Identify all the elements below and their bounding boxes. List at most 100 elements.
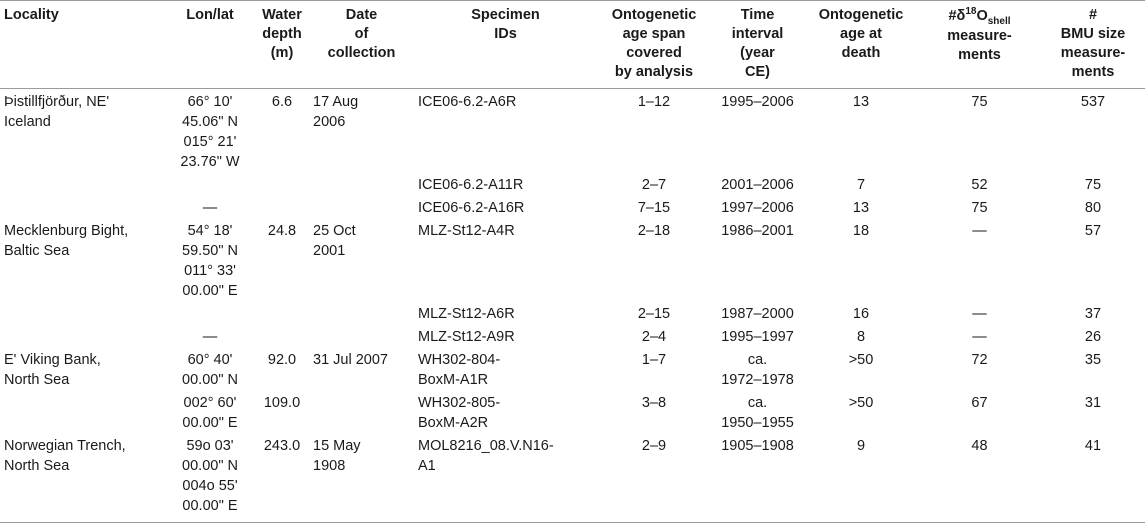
locality-cell (0, 172, 165, 195)
water-depth-cell: 92.0 (267, 352, 297, 368)
specimen-id-cell: ICE06-6.2-A16R (414, 195, 597, 218)
bmu-count-cell: 537 (1080, 94, 1106, 110)
cell-line: MLZ-St12-A9R (418, 329, 515, 345)
header-line: interval (731, 26, 784, 42)
cell-line: MLZ-St12-A4R (418, 223, 515, 239)
d18o-count-cell: — (972, 329, 987, 345)
d18o-count-cell: 67 (971, 395, 988, 411)
cell-line: 1997–2006 (721, 200, 794, 216)
header-line: death (841, 45, 881, 61)
date-cell: 31 Jul 2007 (309, 347, 414, 390)
cell-line: 1908 (313, 458, 346, 474)
lonlat-cell: 54° 18' 59.50" N 011° 33' 00.00" E (165, 218, 255, 301)
ontogenetic-span-cell: 2–9 (597, 433, 711, 523)
cell-line: 011° 33' (184, 263, 236, 279)
cell-line: ICE06-6.2-A6R (418, 94, 517, 110)
water-depth-cell: 243.0 (255, 433, 309, 523)
cell-line: ca. (747, 395, 768, 411)
table-row: ICE06-6.2-A11R 2–7 2001–2006 7 52 75 (0, 172, 1145, 195)
bmu-count-cell: 41 (1041, 433, 1145, 523)
header-line: age span (622, 26, 686, 42)
locality-cell: Þistillfjörður, NE' Iceland (0, 89, 165, 173)
ontogenetic-span-cell: 2–15 (637, 306, 671, 322)
cell-line: 1986–2001 (721, 223, 794, 239)
header-line: collection (327, 45, 396, 61)
lonlat-cell: 66° 10' 45.06" N 015° 21' 23.76" W (165, 89, 255, 173)
lonlat-cell (165, 172, 255, 195)
cell-line: 23.76" W (180, 154, 240, 170)
time-interval-cell: 1995–1997 (711, 324, 804, 347)
bmu-count-cell: 31 (1084, 395, 1102, 411)
header-ontogenetic-span: Ontogenetic age span covered by analysis (597, 0, 711, 89)
lonlat-cell: 002° 60' 00.00" E (165, 390, 255, 433)
date-cell: 25 Oct 2001 (309, 218, 414, 301)
locality-cell (0, 390, 165, 433)
date-cell: 15 May 1908 (309, 433, 414, 523)
bmu-count-cell: 75 (1084, 177, 1102, 193)
time-interval-cell: 1997–2006 (711, 195, 804, 218)
cell-line: 00.00" E (182, 415, 238, 431)
cell-line: 004o 55' (182, 478, 238, 494)
ontogenetic-span-cell: 2–18 (637, 223, 671, 239)
table-row: Mecklenburg Bight, Baltic Sea 54° 18' 59.50… (0, 218, 1145, 301)
cell-line: 17 Aug (313, 94, 359, 110)
header-line: Water (262, 7, 302, 23)
d18o-count-cell: — (972, 223, 987, 239)
cell-line: 1995–2006 (721, 94, 794, 110)
cell-line: 54° 18' (187, 223, 233, 239)
water-depth-cell (255, 195, 309, 218)
header-time-interval: Time interval (year CE) (711, 0, 804, 89)
cell-line: 59o 03' (186, 438, 234, 454)
ontogenetic-death-cell: 13 (852, 200, 870, 216)
cell-line: 1972–1978 (721, 372, 794, 388)
ontogenetic-death-cell: >50 (848, 395, 874, 411)
d18o-count-cell: 48 (918, 433, 1041, 523)
locality-cell (0, 195, 165, 218)
cell-line: 31 Jul 2007 (313, 352, 388, 368)
header-line: CE) (745, 64, 770, 80)
header-line: Time (740, 7, 775, 23)
time-interval-cell: ca. 1972–1978 (711, 347, 804, 390)
cell-line: — (202, 200, 218, 216)
cell-line: MLZ-St12-A6R (418, 306, 515, 322)
header-line: of (354, 26, 369, 42)
ontogenetic-death-cell: 16 (852, 306, 870, 322)
header-line: # (1088, 7, 1098, 23)
d18o-count-cell: 52 (971, 177, 988, 193)
ontogenetic-death-cell: >50 (848, 352, 874, 368)
header-specimen-ids: Specimen IDs (414, 0, 597, 89)
header-line: BMU size (1060, 26, 1126, 42)
header-ontogenetic-death: Ontogenetic age at death (804, 0, 918, 89)
cell-line: MOL8216_08.V.N16- (418, 438, 554, 454)
header-bmu-measurements: # BMU size measure-ments (1041, 0, 1145, 89)
header-line: Date (345, 7, 378, 23)
bmu-count-cell: 57 (1084, 223, 1102, 239)
ontogenetic-death-cell: 8 (856, 329, 866, 345)
locality-cell: Norwegian Trench, North Sea (0, 433, 165, 523)
date-cell (309, 324, 414, 347)
cell-line: 00.00" N (182, 458, 238, 474)
table-row: MLZ-St12-A6R 2–15 1987–2000 16 — 37 (0, 301, 1145, 324)
cell-line: BoxM-A1R (418, 372, 489, 388)
ontogenetic-death-cell: 18 (852, 223, 870, 239)
table-row: — MLZ-St12-A9R 2–4 1995–1997 8 — 26 (0, 324, 1145, 347)
locality-cell: Mecklenburg Bight, Baltic Sea (0, 218, 165, 301)
date-cell (309, 301, 414, 324)
time-interval-cell: 1986–2001 (711, 218, 804, 301)
d18o-count-cell: 75 (971, 94, 988, 110)
time-interval-cell: ca. 1950–1955 (711, 390, 804, 433)
water-depth-cell: 109.0 (263, 395, 301, 411)
header-line: IDs (494, 26, 517, 42)
specimen-id-cell: WH302-805- BoxM-A2R (414, 390, 597, 433)
d18o-count-cell: 72 (971, 352, 988, 368)
lonlat-cell: — (165, 324, 255, 347)
table-row: Þistillfjörður, NE' Iceland 66° 10' 45.06" … (0, 89, 1145, 173)
cell-line: 1987–2000 (721, 306, 794, 322)
cell-line: 66° 10' (187, 94, 233, 110)
date-cell (309, 195, 414, 218)
cell-line: 1905–1908 (721, 438, 794, 454)
header-line: Ontogenetic (818, 7, 904, 23)
ontogenetic-death-cell: 13 (852, 94, 870, 110)
cell-line: 1950–1955 (721, 415, 794, 431)
